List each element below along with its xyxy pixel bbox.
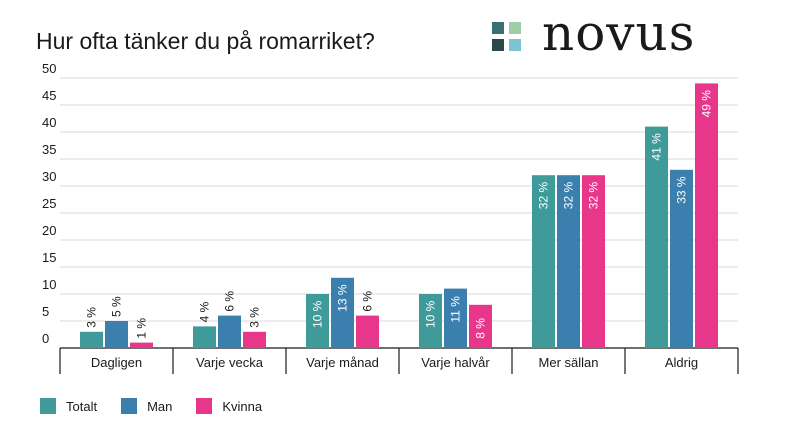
y-tick-label: 10	[42, 277, 56, 292]
legend-label-kvinna: Kvinna	[222, 398, 263, 414]
data-label: 4 %	[198, 301, 212, 322]
x-tick-label: Aldrig	[665, 355, 698, 370]
y-tick-label: 30	[42, 169, 56, 184]
bar	[645, 126, 668, 348]
chart-title: Hur ofta tänker du på romarriket?	[36, 28, 375, 54]
x-tick-label: Varje halvår	[421, 355, 490, 370]
bar	[306, 294, 329, 348]
bar	[582, 175, 605, 348]
data-label: 6 %	[361, 291, 375, 312]
legend-label-man: Man	[147, 398, 173, 414]
data-label: 32 %	[562, 182, 576, 210]
data-label: 6 %	[223, 291, 237, 312]
data-label: 10 %	[311, 300, 325, 328]
logo-square-2	[492, 39, 504, 51]
logo-square-3	[509, 22, 521, 34]
y-tick-label: 20	[42, 223, 56, 238]
x-tick-label: Dagligen	[91, 355, 142, 370]
x-tick-label: Varje månad	[306, 355, 379, 370]
data-label: 32 %	[537, 182, 551, 210]
data-label: 49 %	[700, 90, 714, 118]
bar	[105, 321, 128, 348]
y-tick-label: 25	[42, 196, 56, 211]
bar	[130, 342, 153, 348]
bar	[532, 175, 555, 348]
bar	[80, 331, 103, 348]
data-label: 33 %	[675, 176, 689, 204]
bar	[193, 326, 216, 348]
data-label: 10 %	[424, 300, 438, 328]
bar	[331, 277, 354, 348]
y-tick-label: 40	[42, 115, 56, 130]
y-tick-label: 50	[42, 61, 56, 76]
logo-square-4	[509, 39, 521, 51]
data-label: 41 %	[650, 133, 664, 161]
legend: Totalt Man Kvinna	[40, 398, 286, 414]
data-label: 5 %	[110, 296, 124, 317]
bar	[444, 288, 467, 348]
data-label: 11 %	[449, 296, 463, 323]
y-tick-label: 0	[42, 331, 49, 346]
novus-logo: novus	[492, 8, 742, 62]
legend-swatch-kvinna	[196, 398, 213, 414]
logo-square-1	[492, 22, 504, 34]
bar	[695, 83, 718, 349]
logo-squares	[492, 22, 536, 58]
data-label: 3 %	[85, 307, 99, 328]
legend-item-man: Man	[121, 398, 172, 414]
bar	[419, 294, 442, 348]
bar	[243, 331, 266, 348]
bar	[557, 175, 580, 348]
x-tick-label: Varje vecka	[196, 355, 264, 370]
bar	[356, 315, 379, 348]
bar	[469, 304, 492, 348]
legend-swatch-man	[121, 398, 138, 414]
data-label: 8 %	[474, 318, 488, 339]
y-tick-label: 5	[42, 304, 49, 319]
y-tick-label: 35	[42, 142, 56, 157]
data-label: 32 %	[587, 182, 601, 210]
legend-swatch-totalt	[40, 398, 56, 414]
data-label: 13 %	[336, 284, 350, 312]
legend-item-kvinna: Kvinna	[196, 398, 262, 414]
legend-label-totalt: Totalt	[66, 398, 98, 414]
bar	[670, 169, 693, 348]
data-label: 1 %	[135, 318, 149, 339]
x-tick-label: Mer sällan	[539, 355, 599, 370]
y-tick-label: 45	[42, 88, 56, 103]
bar	[218, 315, 241, 348]
legend-item-totalt: Totalt	[40, 398, 97, 414]
y-tick-label: 15	[42, 250, 56, 265]
logo-wordmark: novus	[542, 4, 696, 62]
data-label: 3 %	[248, 307, 262, 328]
